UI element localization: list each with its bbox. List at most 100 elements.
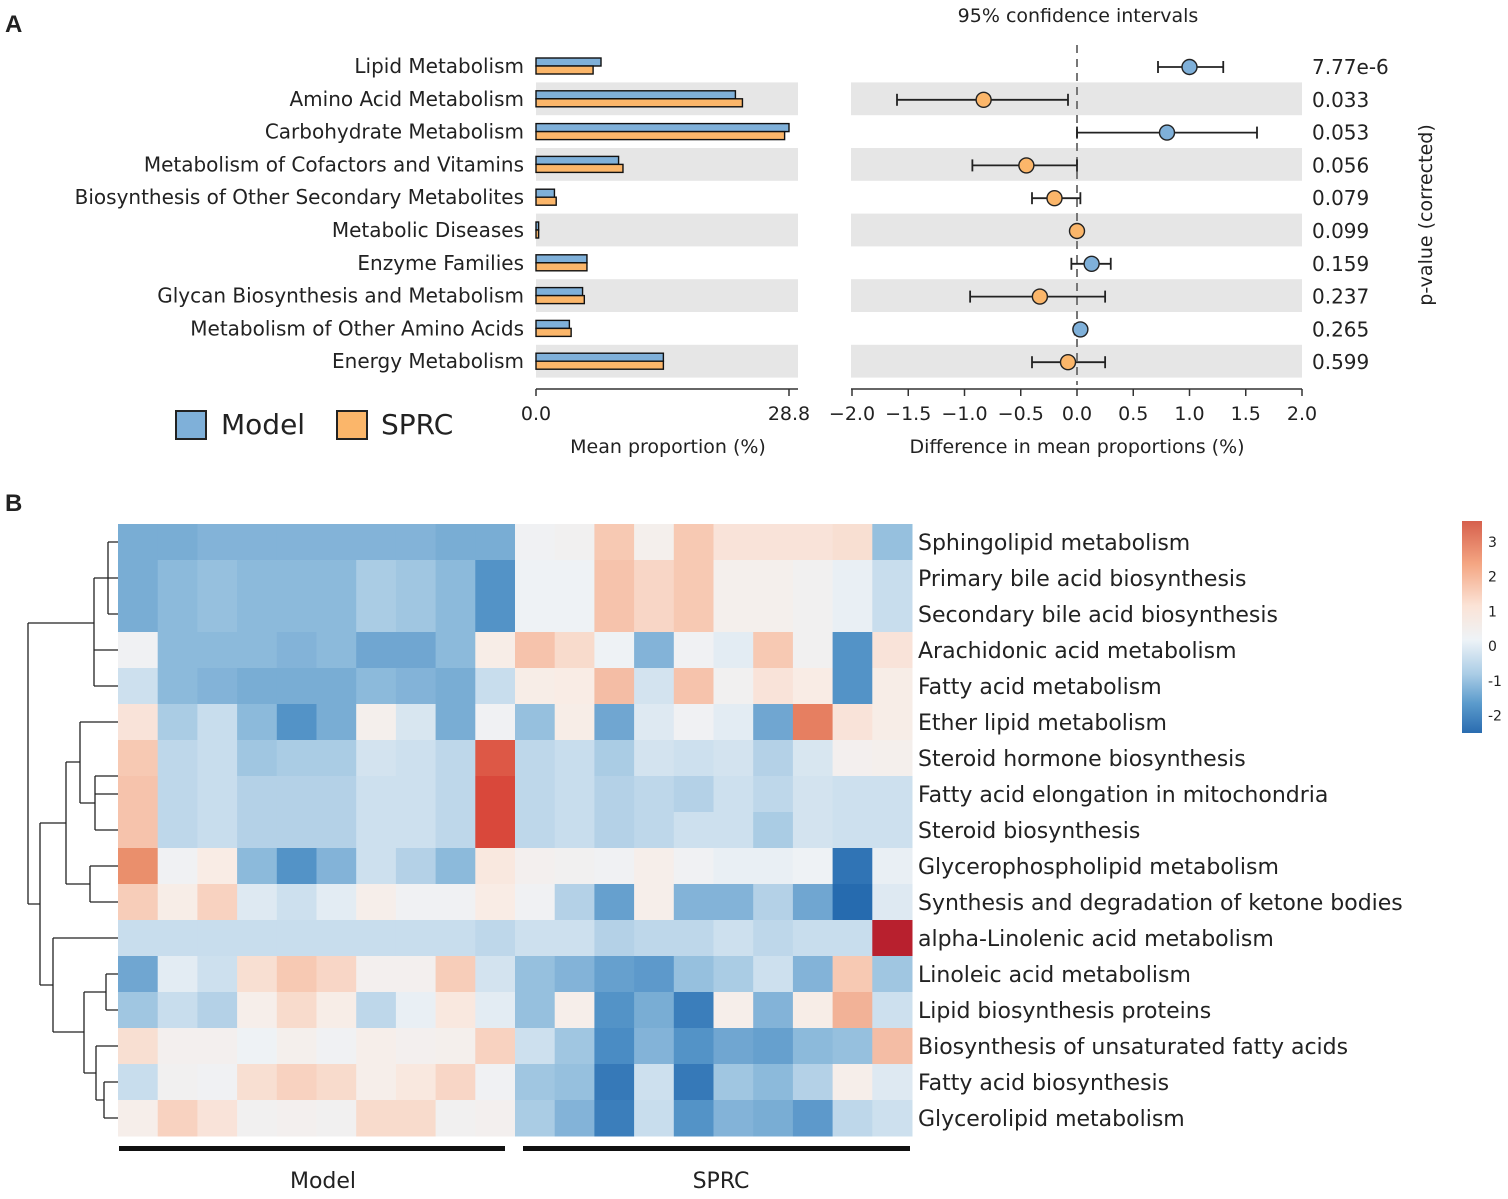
category-label: Energy Metabolism: [332, 349, 524, 373]
heatmap-cell: [435, 1028, 476, 1065]
heatmap-cell: [157, 848, 198, 885]
heatmap-cell: [594, 776, 635, 813]
heatmap-cell: [554, 560, 595, 597]
group-label-sprc: SPRC: [693, 1169, 750, 1194]
heatmap-cell: [792, 848, 834, 885]
heatmap-cell: [713, 524, 754, 561]
heatmap-cell: [832, 560, 873, 597]
heatmap-cell: [157, 560, 198, 597]
heatmap-cell: [316, 740, 357, 777]
legend-label-sprc: SPRC: [381, 408, 453, 441]
heatmap-row-label: Steroid hormone biosynthesis: [918, 747, 1246, 772]
group-bar-sprc: [523, 1146, 910, 1151]
heatmap-cell: [237, 956, 278, 993]
colorbar-tick-label: 0: [1488, 639, 1497, 655]
heatmap-cell: [475, 1100, 516, 1137]
heatmap-cell: [475, 524, 516, 561]
heatmap-cell: [832, 1100, 873, 1137]
right-tick-label: −2.0: [829, 403, 875, 425]
heatmap-cell: [316, 956, 357, 993]
heatmap-cell: [872, 740, 913, 777]
p-value: 0.033: [1312, 88, 1369, 112]
heatmap-cell: [673, 884, 714, 921]
heatmap-cell: [197, 992, 238, 1029]
heatmap-cell: [118, 596, 159, 633]
heatmap-row-label: Primary bile acid biosynthesis: [918, 567, 1246, 592]
heatmap-cell: [157, 1028, 198, 1065]
p-value: 0.265: [1312, 317, 1369, 341]
left-tick-label-min: 0.0: [521, 403, 551, 425]
heatmap-cell: [753, 740, 794, 777]
heatmap-cell: [276, 740, 317, 777]
heatmap-cell: [713, 956, 754, 993]
heatmap-cell: [276, 560, 317, 597]
heatmap-cell: [197, 884, 238, 921]
group-bar-model: [119, 1146, 505, 1151]
heatmap-row-label: alpha-Linolenic acid metabolism: [918, 927, 1274, 952]
heatmap-cell: [276, 1028, 317, 1065]
confidence-interval-plot: [896, 45, 1258, 385]
heatmap-cell: [554, 920, 595, 957]
heatmap-cell: [118, 920, 159, 957]
heatmap-cell: [634, 1064, 675, 1101]
colorbar-tick-label: 2: [1488, 570, 1497, 586]
heatmap-cell: [634, 812, 675, 849]
bar-sprc: [535, 327, 572, 338]
heatmap-cell: [792, 740, 834, 777]
right-tick-label: −1.0: [941, 403, 987, 425]
heatmap-cell: [356, 596, 397, 633]
dendrogram-branch: [79, 721, 118, 804]
heatmap-cell: [435, 740, 476, 777]
heatmap-cell: [356, 1064, 397, 1101]
heatmap-cell: [475, 812, 516, 849]
heatmap-cell: [515, 596, 556, 633]
heatmap-cell: [316, 1064, 357, 1101]
heatmap-cell: [792, 668, 834, 705]
dendrogram-branch: [107, 541, 118, 615]
bar-model: [535, 57, 602, 67]
mean-difference-point: [1083, 255, 1100, 272]
heatmap-cell: [872, 884, 913, 921]
dendrogram-branch: [83, 991, 106, 1074]
heatmap-cell: [634, 920, 675, 957]
heatmap-cell: [475, 848, 516, 885]
mean-difference-point: [1072, 321, 1089, 338]
mean-difference-point: [1059, 354, 1077, 371]
heatmap-cell: [356, 992, 397, 1029]
heatmap-cell: [237, 848, 278, 885]
heatmap-cell: [753, 920, 794, 957]
row-dendrogram: [27, 541, 118, 1119]
heatmap-row-label: Glycerolipid metabolism: [918, 1107, 1185, 1132]
heatmap-cell: [753, 560, 794, 597]
heatmap-cell: [237, 668, 278, 705]
dendrogram-branch: [89, 865, 118, 903]
heatmap-cell: [356, 884, 397, 921]
heatmap-cell: [316, 632, 357, 669]
heatmap-cell: [435, 668, 476, 705]
heatmap-cell: [395, 668, 437, 705]
heatmap-cell: [515, 524, 556, 561]
heatmap-cell: [237, 740, 278, 777]
heatmap-cell: [872, 992, 913, 1029]
heatmap-cell: [356, 956, 397, 993]
heatmap-cell: [832, 776, 873, 813]
heatmap-cell: [554, 596, 595, 633]
heatmap-group-bars: Model SPRC: [119, 1146, 910, 1194]
category-label: Carbohydrate Metabolism: [265, 120, 524, 144]
heatmap-cell: [197, 920, 238, 957]
heatmap-cell: [832, 1028, 873, 1065]
heatmap-cell: [356, 848, 397, 885]
right-tick-label: 1.5: [1231, 403, 1261, 425]
heatmap-cell: [475, 668, 516, 705]
heatmap-row-label: Synthesis and degradation of ketone bodi…: [918, 891, 1403, 916]
heatmap-cell: [276, 704, 317, 741]
heatmap-cell: [157, 776, 198, 813]
heatmap-cell: [435, 956, 476, 993]
heatmap-cell: [792, 704, 834, 741]
heatmap-cell: [515, 1100, 556, 1137]
heatmap-cell: [634, 992, 675, 1029]
heatmap-cell: [832, 992, 873, 1029]
heatmap-cell: [475, 992, 516, 1029]
heatmap-cell: [276, 1064, 317, 1101]
category-label: Metabolism of Cofactors and Vitamins: [144, 152, 524, 176]
